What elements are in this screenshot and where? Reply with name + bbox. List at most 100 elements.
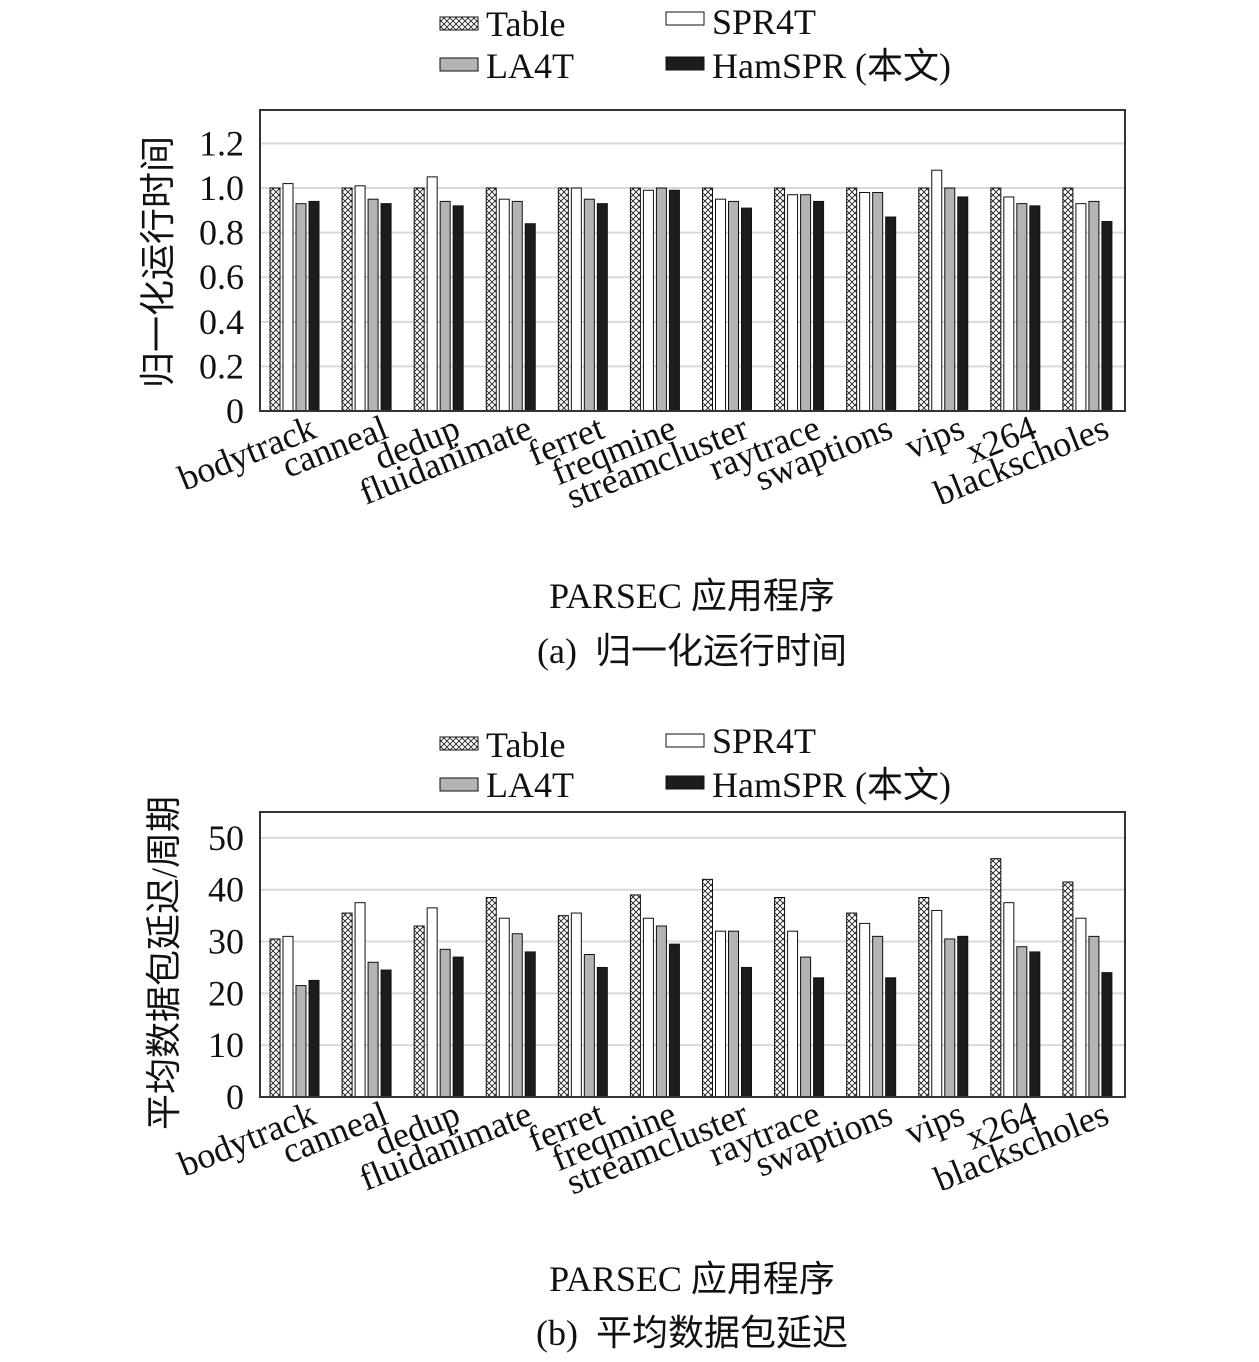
bar-spr4t-freqmine	[642, 917, 654, 1098]
bar-hamspr-x264	[1029, 951, 1041, 1098]
legend-a: Table SPR4T LA4T HamSPR (本文)	[439, 2, 951, 86]
bar-table-dedup	[413, 925, 425, 1098]
bar-hamspr-bodytrack	[308, 200, 320, 412]
bar-spr4t-vips	[931, 909, 943, 1098]
legend-swatch-la4t	[439, 57, 479, 72]
y-ticks-a: 0 0.20.4 0.60.8 1.0 1.2	[199, 123, 244, 431]
bar-la4t-vips	[944, 187, 956, 412]
bar-spr4t-canneal	[354, 185, 366, 412]
x-ticks-b: bodytrackcannealdedupfluidanimateferretf…	[173, 1093, 1114, 1202]
bar-la4t-fluidanimate	[511, 200, 523, 412]
bar-la4t-blackscholes	[1088, 935, 1100, 1098]
bar-spr4t-x264	[1003, 902, 1015, 1098]
x-tick-label-swaptions: swaptions	[749, 407, 897, 498]
bar-la4t-streamcluster	[728, 200, 739, 412]
bar-table-vips	[918, 897, 930, 1098]
bar-spr4t-freqmine	[642, 189, 654, 412]
bar-hamspr-bodytrack	[308, 979, 320, 1098]
x-tick-label-vips: vips	[899, 1093, 970, 1153]
y-ticks-b: 0 10 20 30 40 50	[208, 818, 244, 1117]
bar-hamspr-x264	[1029, 205, 1041, 412]
bar-table-bodytrack	[269, 187, 281, 412]
y-tick-label: 0	[226, 391, 244, 431]
bar-spr4t-streamcluster	[715, 930, 726, 1098]
y-tick-label: 1.0	[199, 168, 244, 208]
bar-hamspr-canneal	[380, 203, 392, 412]
y-tick-label: 0	[226, 1077, 244, 1117]
bar-hamspr-swaptions	[885, 977, 897, 1098]
legend-label-la4t: LA4T	[486, 46, 574, 86]
bar-table-streamcluster	[702, 187, 713, 412]
legend-label-hamspr: HamSPR (本文)	[712, 46, 951, 86]
bar-la4t-dedup	[439, 948, 451, 1098]
bar-la4t-x264	[1016, 946, 1028, 1098]
bar-spr4t-fluidanimate	[498, 198, 510, 412]
bar-spr4t-bodytrack	[282, 935, 294, 1098]
bar-hamspr-fluidanimate	[524, 951, 536, 1098]
y-tick-label: 0.2	[199, 346, 244, 386]
y-tick-label: 50	[208, 818, 244, 858]
bar-table-streamcluster	[702, 878, 713, 1098]
bar-la4t-raytrace	[800, 194, 812, 412]
legend-swatch-hamspr-b	[665, 775, 705, 790]
legend-swatch-hamspr	[665, 56, 705, 71]
bar-table-blackscholes	[1062, 187, 1074, 412]
bar-spr4t-ferret	[570, 187, 582, 412]
bar-spr4t-dedup	[426, 907, 438, 1098]
bar-la4t-swaptions	[872, 935, 884, 1098]
bar-hamspr-swaptions	[885, 216, 897, 412]
bar-hamspr-ferret	[596, 203, 608, 412]
bar-la4t-vips	[944, 938, 956, 1098]
legend-label-spr4t: SPR4T	[712, 2, 816, 42]
bar-spr4t-ferret	[570, 912, 582, 1098]
bar-la4t-bodytrack	[295, 985, 307, 1098]
legend-swatch-table-b	[439, 736, 479, 751]
bar-la4t-raytrace	[800, 956, 812, 1098]
bar-table-dedup	[413, 187, 425, 412]
legend-label-spr4t-b: SPR4T	[712, 721, 816, 761]
bar-table-raytrace	[774, 187, 786, 412]
bar-hamspr-blackscholes	[1101, 972, 1113, 1098]
bar-hamspr-raytrace	[813, 200, 825, 412]
bar-table-ferret	[557, 187, 569, 412]
chart-a: Table SPR4T LA4T HamSPR (本文) 0 0.20.4 0.60…	[138, 2, 1126, 671]
legend-swatch-table	[439, 16, 479, 31]
caption-b: (b) 平均数据包延迟	[536, 1313, 848, 1353]
y-tick-label: 10	[208, 1025, 244, 1065]
bar-table-swaptions	[846, 912, 858, 1098]
x-axis-label-b: PARSEC 应用程序	[549, 1259, 835, 1299]
y-tick-label: 0.6	[199, 257, 244, 297]
bar-hamspr-streamcluster	[741, 966, 752, 1098]
bar-spr4t-raytrace	[787, 930, 799, 1098]
bar-spr4t-fluidanimate	[498, 917, 510, 1098]
bar-hamspr-dedup	[452, 956, 464, 1098]
bars-b	[269, 858, 1113, 1098]
x-tick-label-vips: vips	[899, 407, 970, 467]
legend-swatch-la4t-b	[439, 777, 479, 792]
legend-label-table: Table	[486, 4, 565, 44]
bars-a	[269, 169, 1113, 412]
bar-table-swaptions	[846, 187, 858, 412]
y-axis-label-b: 平均数据包延迟/周期	[144, 796, 184, 1130]
y-tick-label: 0.8	[199, 213, 244, 253]
bar-hamspr-freqmine	[668, 943, 680, 1098]
grid-b	[260, 836, 1125, 1047]
bar-la4t-bodytrack	[295, 203, 307, 412]
grid-a	[260, 142, 1125, 368]
bar-table-fluidanimate	[485, 897, 497, 1098]
bar-hamspr-streamcluster	[741, 207, 752, 412]
legend-swatch-spr4t-b	[665, 733, 705, 748]
y-tick-label: 40	[208, 870, 244, 910]
bar-spr4t-bodytrack	[282, 183, 294, 412]
legend-b: Table SPR4T LA4T HamSPR (本文)	[439, 721, 951, 805]
y-tick-label: 0.4	[199, 302, 244, 342]
bar-table-freqmine	[629, 187, 641, 412]
bar-spr4t-swaptions	[859, 922, 871, 1098]
bar-la4t-fluidanimate	[511, 933, 523, 1098]
bar-table-x264	[990, 858, 1002, 1098]
bar-spr4t-x264	[1003, 196, 1015, 412]
bar-spr4t-blackscholes	[1075, 203, 1087, 412]
bar-la4t-canneal	[367, 198, 379, 412]
chart-b: Table SPR4T LA4T HamSPR (本文) 0 10 20 30 40 50…	[144, 721, 1126, 1353]
